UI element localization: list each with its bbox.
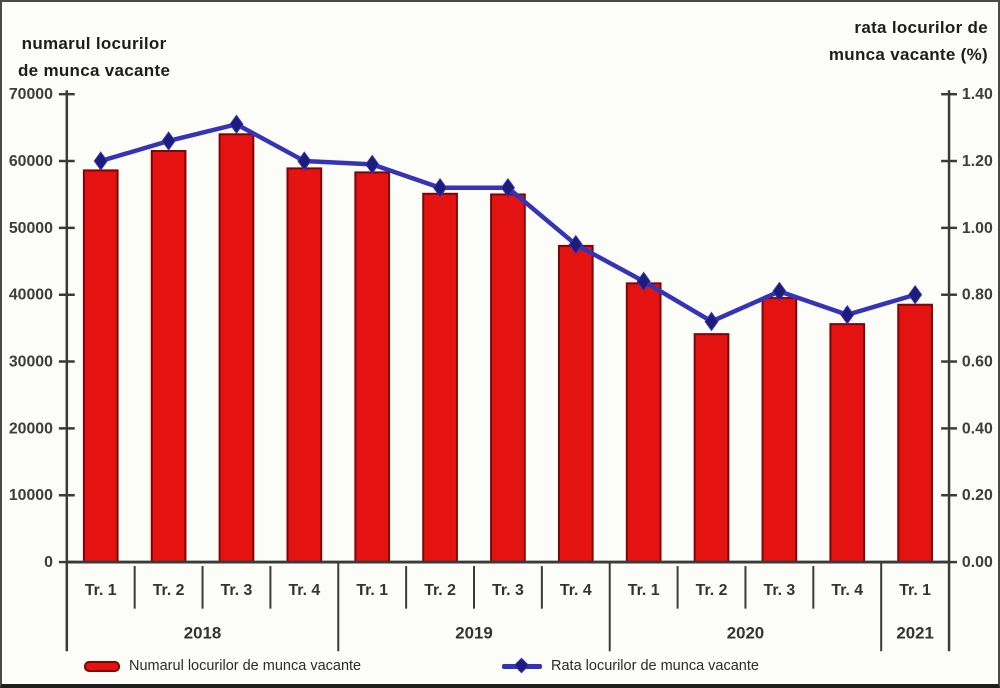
quarter-label: Tr. 1 xyxy=(85,582,117,599)
quarter-label: Tr. 4 xyxy=(288,582,320,599)
quarter-label: Tr. 3 xyxy=(221,582,253,599)
year-label: 2020 xyxy=(727,623,764,642)
quarter-label: Tr. 1 xyxy=(899,582,931,599)
right-axis-tick-label: 0.00 xyxy=(962,554,993,571)
right-axis-title: rata locurilor de munca vacante (%) xyxy=(829,14,988,68)
diamond-marker xyxy=(161,131,176,151)
diamond-marker xyxy=(433,177,448,198)
bar xyxy=(897,303,933,564)
bar xyxy=(761,297,798,564)
diamond-marker xyxy=(568,234,583,255)
right-axis-tick-label: 0.40 xyxy=(962,420,993,437)
legend-item-line: Rata locurilor de munca vacante xyxy=(502,654,759,678)
right-axis-title-line2: munca vacante (%) xyxy=(828,45,988,64)
year-label: 2021 xyxy=(896,623,933,642)
diamond-marker xyxy=(229,114,244,135)
bar xyxy=(829,323,866,564)
left-axis-tick-label: 10000 xyxy=(9,487,53,504)
diamond-marker xyxy=(93,151,108,171)
diamond-marker-icon xyxy=(513,657,530,673)
year-label: 2019 xyxy=(455,623,492,642)
diamond-marker xyxy=(500,177,515,198)
right-axis-tick-label: 0.80 xyxy=(962,287,993,304)
left-axis-tick-label: 60000 xyxy=(9,153,53,170)
right-axis-tick-label: 1.40 xyxy=(962,86,993,103)
quarter-label: Tr. 2 xyxy=(424,582,456,599)
diamond-marker xyxy=(908,284,923,305)
bar xyxy=(422,192,458,564)
right-axis-tick-label: 0.20 xyxy=(962,487,993,504)
bar xyxy=(625,282,662,564)
quarter-label: Tr. 4 xyxy=(831,582,863,599)
bar xyxy=(218,133,255,564)
diamond-marker xyxy=(365,154,380,175)
left-axis-tick-label: 50000 xyxy=(9,220,53,237)
left-axis-title-line2: de munca vacante xyxy=(18,61,171,80)
bar xyxy=(490,193,526,564)
right-axis-tick-label: 0.60 xyxy=(962,354,993,371)
quarter-label: Tr. 3 xyxy=(492,582,524,599)
bar xyxy=(82,169,119,564)
left-axis-title: numarul locurilor de munca vacante xyxy=(18,30,170,84)
quarter-label: Tr. 1 xyxy=(628,582,660,599)
chart-legend: Numarul locurilor de munca vacante Rata … xyxy=(2,654,998,680)
bar xyxy=(286,167,323,564)
left-axis-tick-label: 30000 xyxy=(9,354,53,371)
right-axis-title-line1: rata locurilor de xyxy=(854,18,988,37)
quarter-label: Tr. 2 xyxy=(153,582,185,599)
quarter-label: Tr. 2 xyxy=(696,582,728,599)
bar xyxy=(150,150,187,564)
bar xyxy=(354,171,391,564)
bar xyxy=(693,333,730,564)
right-axis-tick-label: 1.20 xyxy=(962,153,993,170)
line-legend-swatch xyxy=(502,657,542,673)
bar xyxy=(557,244,594,564)
legend-item-bars: Numarul locurilor de munca vacante xyxy=(84,654,361,678)
right-axis-tick-label: 1.00 xyxy=(962,220,993,237)
left-axis-tick-label: 70000 xyxy=(9,86,53,103)
quarter-label: Tr. 1 xyxy=(356,582,388,599)
left-axis-tick-label: 20000 xyxy=(9,420,53,437)
diamond-marker xyxy=(772,281,787,302)
diamond-marker xyxy=(297,151,312,171)
left-axis-title-line1: numarul locurilor xyxy=(21,34,167,53)
diamond-marker xyxy=(704,311,719,332)
quarter-label: Tr. 4 xyxy=(560,582,592,599)
left-axis-tick-label: 40000 xyxy=(9,287,53,304)
bar-legend-swatch xyxy=(84,660,120,672)
line-legend-label: Rata locurilor de munca vacante xyxy=(551,658,759,674)
diamond-marker xyxy=(840,304,855,325)
year-label: 2018 xyxy=(184,623,221,642)
left-axis-tick-label: 0 xyxy=(44,554,53,571)
quarter-label: Tr. 3 xyxy=(764,582,796,599)
bar-legend-label: Numarul locurilor de munca vacante xyxy=(129,658,362,674)
diamond-marker xyxy=(636,271,651,292)
